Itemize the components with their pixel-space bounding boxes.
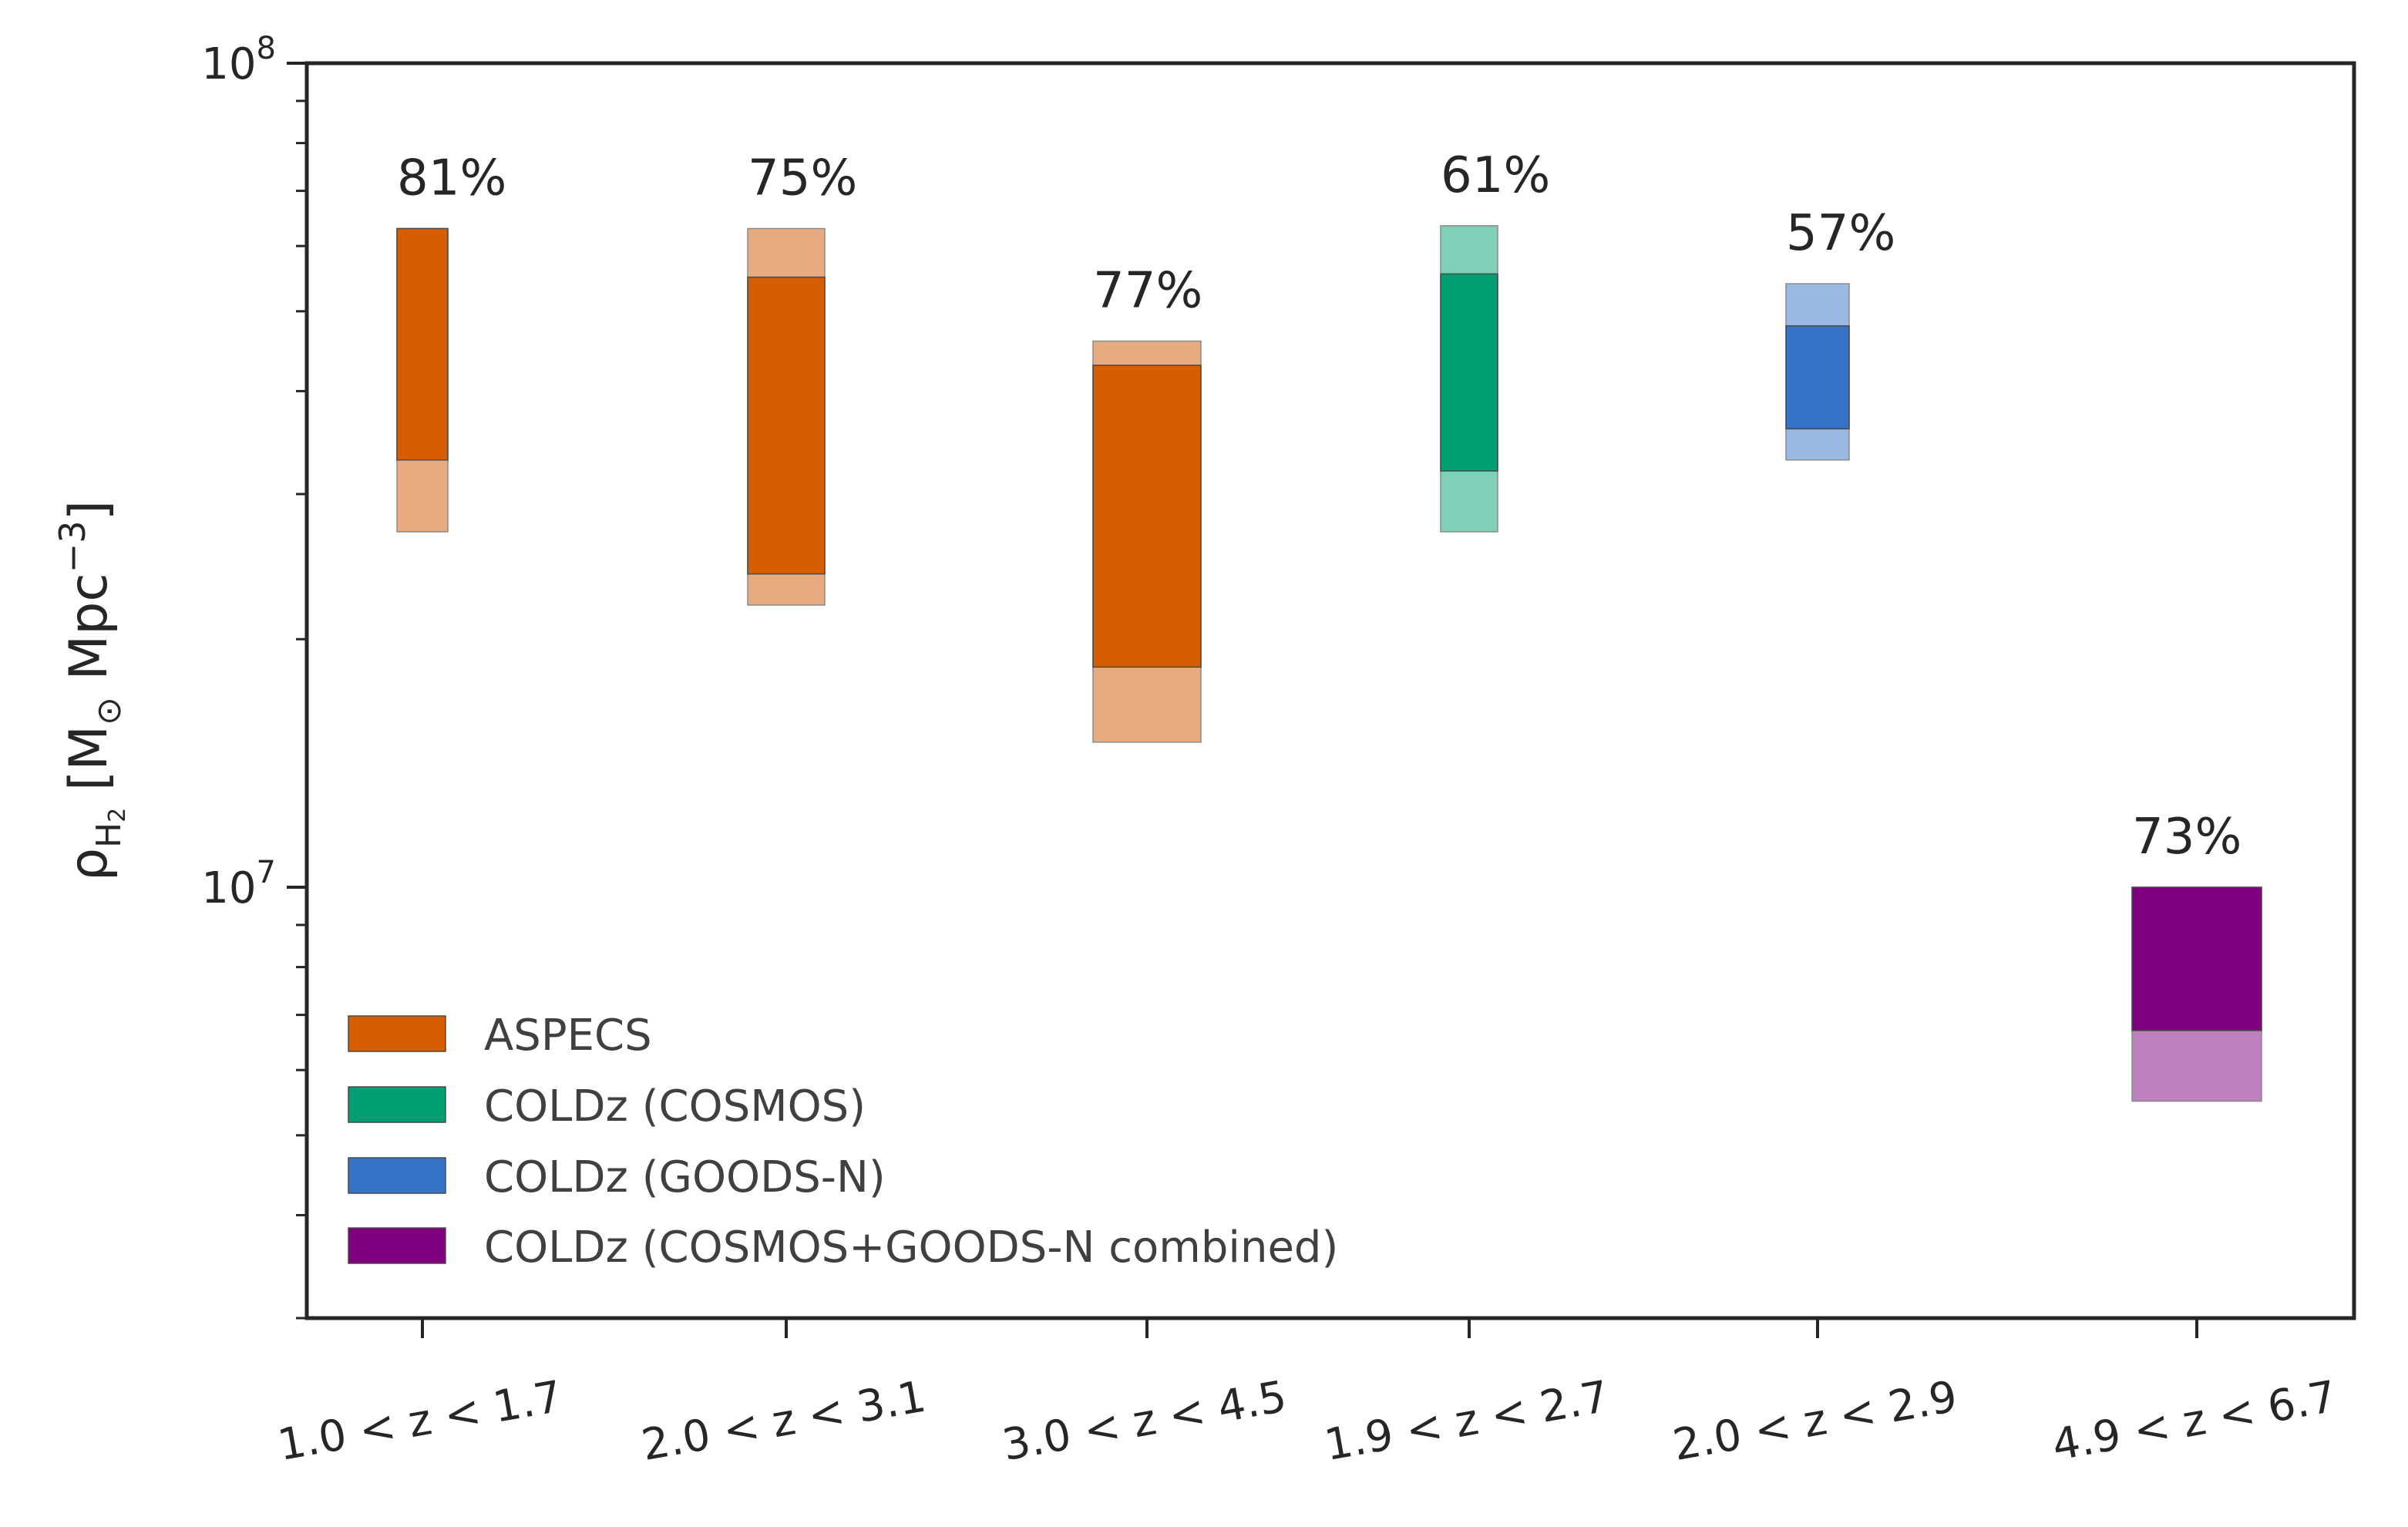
legend: ASPECS COLDz (COSMOS) COLDz (GOODS-N) COLDz… (348, 1011, 1338, 1273)
bar-group-1: 81% (396, 150, 506, 533)
bar-percent-label: 61% (1441, 147, 1550, 204)
y-axis-label: ρH2 [M⊙ Mpc−3] (52, 500, 131, 881)
legend-entry: COLDz (GOODS-N) (348, 1152, 886, 1202)
bar-percent-label: 73% (2132, 809, 2242, 866)
y-axis-label-sun-symbol: ⊙ (89, 697, 129, 725)
bar-inner-range (2131, 886, 2262, 1031)
bar-inner-range (1092, 365, 1202, 668)
x-tick-label: 2.0 < z < 2.9 (1670, 1371, 1961, 1471)
y-tick-label: 108 (201, 31, 276, 89)
bar-group-5: 57% (1785, 205, 1895, 461)
bar-percent-label: 57% (1786, 205, 1895, 262)
y-axis-label-subsubscript: 2 (104, 808, 131, 822)
bar-group-4: 61% (1440, 147, 1550, 533)
legend-swatch (348, 1157, 446, 1194)
y-axis: 107 108 (201, 31, 307, 1320)
legend-entry: ASPECS (348, 1011, 652, 1061)
bar-percent-label: 75% (748, 150, 857, 207)
plot-frame (304, 61, 2356, 1320)
legend-entry: COLDz (COSMOS) (348, 1081, 866, 1132)
y-tick-label: 107 (201, 855, 276, 913)
bar-inner-range (1440, 273, 1498, 472)
bar-group-6: 73% (2131, 809, 2262, 1102)
x-axis: 1.0 < z < 1.7 2.0 < z < 3.1 3.0 < z < 4.5 1… (274, 1318, 2340, 1471)
y-axis-label-units-exp: −3 (52, 520, 93, 573)
legend-label: COLDz (COSMOS+GOODS-N combined) (484, 1223, 1338, 1273)
x-tick-label: 1.0 < z < 1.7 (274, 1371, 566, 1471)
legend-swatch (348, 1227, 446, 1264)
legend-label: ASPECS (484, 1011, 652, 1061)
legend-label: COLDz (COSMOS) (484, 1081, 866, 1132)
bar-percent-label: 81% (397, 150, 506, 207)
y-axis-label-units-mid: Mpc (59, 573, 119, 697)
y-axis-label-units-open: [M (59, 725, 119, 808)
bar-inner-range (1785, 325, 1850, 430)
plot-area: 81% 75% 77% 61% 57% 73% (396, 147, 2262, 1102)
bar-inner-range (396, 227, 449, 461)
bar-inner-range (747, 276, 826, 575)
x-tick-label: 4.9 < z < 6.7 (2049, 1371, 2340, 1471)
x-tick-label: 3.0 < z < 4.5 (999, 1371, 1290, 1471)
legend-swatch (348, 1086, 446, 1123)
bar-group-3: 77% (1092, 263, 1202, 743)
legend-entry: COLDz (COSMOS+GOODS-N combined) (348, 1223, 1338, 1273)
legend-label: COLDz (GOODS-N) (484, 1152, 886, 1202)
y-axis-label-symbol: ρ (59, 848, 119, 881)
x-tick-label: 2.0 < z < 3.1 (638, 1371, 930, 1471)
y-axis-label-subscript: H (89, 822, 129, 848)
y-axis-label-units-close: ] (59, 500, 119, 521)
legend-swatch (348, 1015, 446, 1052)
bar-group-2: 75% (747, 150, 857, 606)
x-tick-label: 1.9 < z < 2.7 (1321, 1371, 1613, 1471)
bar-percent-label: 77% (1093, 263, 1202, 320)
